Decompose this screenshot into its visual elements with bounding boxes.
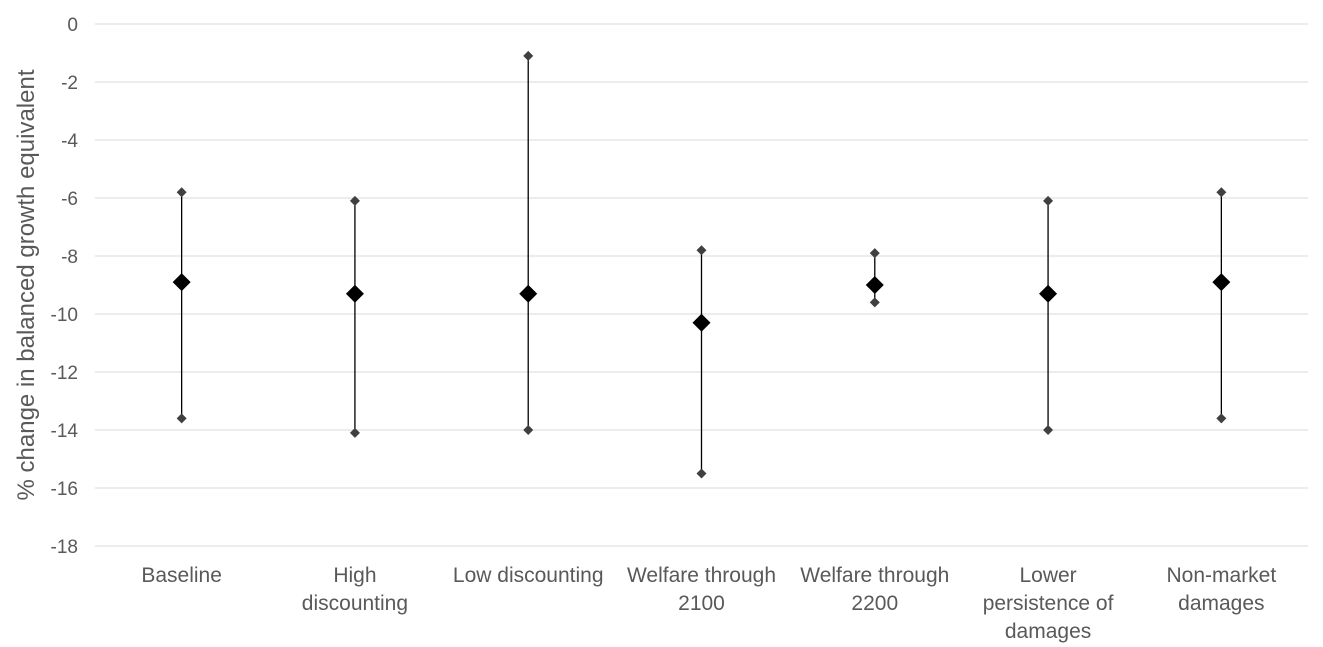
markers <box>172 50 1231 479</box>
central-estimate-marker <box>692 313 711 332</box>
y-tick-labels: 0 -2 -4 -6 -8 -10 -12 -14 -16 -18 <box>51 15 79 558</box>
upper-bound-marker <box>1216 187 1227 198</box>
category-label: Welfare through 2100 <box>627 564 776 615</box>
lower-bound-marker <box>523 425 534 435</box>
y-tick-label: -10 <box>51 305 78 326</box>
lower-bound-marker <box>869 297 880 308</box>
central-estimate-marker <box>172 273 191 292</box>
y-tick-label: -16 <box>51 479 78 500</box>
category-label-line: 2100 <box>678 592 725 615</box>
y-tick-label: -2 <box>61 73 78 94</box>
y-tick-label: -4 <box>61 131 78 152</box>
category-label: High discounting <box>302 564 408 615</box>
y-axis-label: % change in balanced growth equivalent <box>13 69 40 500</box>
y-tick-label: -12 <box>51 363 78 384</box>
category-label-line: damages <box>1178 592 1264 615</box>
upper-bound-marker <box>176 187 187 198</box>
category-label-line: damages <box>1005 620 1091 643</box>
y-tick-label: -14 <box>51 421 79 442</box>
y-tick-label: -18 <box>51 537 78 558</box>
category-label-line: Welfare through <box>627 564 776 587</box>
y-tick-label: -6 <box>61 189 78 210</box>
category-label: Baseline <box>141 564 222 587</box>
y-tick-label: -8 <box>61 247 78 268</box>
category-label-line: Low discounting <box>453 564 604 587</box>
central-estimate-marker <box>1039 284 1058 303</box>
category-label-line: Lower <box>1019 564 1076 587</box>
lower-bound-marker <box>1043 425 1054 435</box>
whiskers <box>180 55 1223 474</box>
central-estimate-marker <box>519 284 538 303</box>
lower-bound-marker <box>696 468 707 479</box>
y-tick-label: 0 <box>67 15 78 36</box>
category-label: Lower persistence of damages <box>983 564 1114 643</box>
category-label-line: Baseline <box>141 564 222 587</box>
central-estimate-marker <box>865 276 884 294</box>
upper-bound-marker <box>869 248 880 259</box>
category-label: Non-market damages <box>1167 564 1277 615</box>
category-label-line: discounting <box>302 592 408 615</box>
upper-bound-marker <box>1043 195 1054 206</box>
category-labels: Baseline High discounting Low discounting We… <box>141 564 1276 643</box>
upper-bound-marker <box>349 195 360 206</box>
lower-bound-marker <box>1216 413 1227 424</box>
lower-bound-marker <box>176 413 187 424</box>
central-estimate-marker <box>345 284 364 303</box>
upper-bound-marker <box>696 245 707 256</box>
category-label-line: Welfare through <box>800 564 949 587</box>
category-label-line: persistence of <box>983 592 1114 615</box>
category-label-line: Non-market <box>1167 564 1277 587</box>
category-label: Low discounting <box>453 564 604 587</box>
category-label-line: High <box>333 564 376 587</box>
category-label-line: 2200 <box>851 592 898 615</box>
central-estimate-marker <box>1212 273 1231 292</box>
lower-bound-marker <box>349 427 360 438</box>
upper-bound-marker <box>523 50 534 61</box>
category-label: Welfare through 2200 <box>800 564 949 615</box>
